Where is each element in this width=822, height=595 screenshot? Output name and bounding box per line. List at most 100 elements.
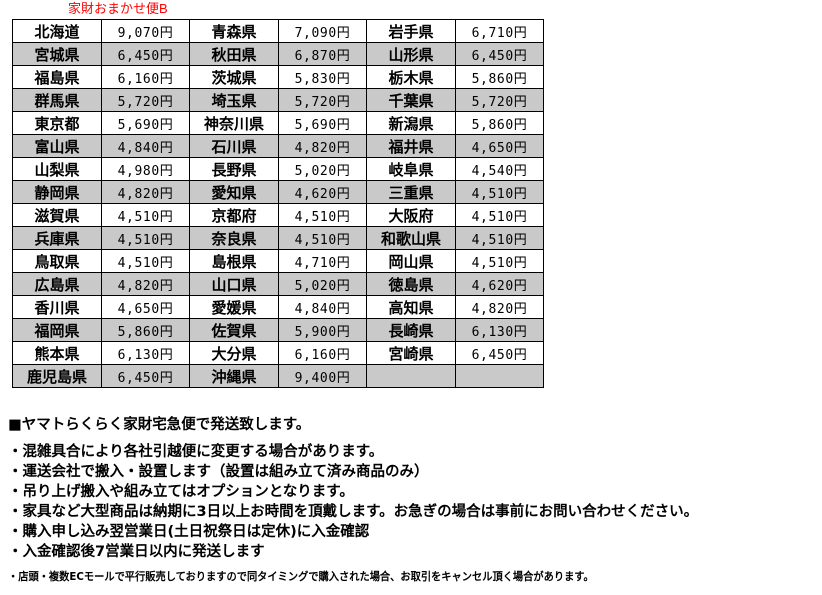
price-cell: 5,720円 [101, 88, 190, 112]
note-fine-print: ・店頭・複数ECモールで平行販売しておりますので同タイミングで購入された場合、お… [8, 570, 594, 583]
notes-section: ■ヤマトらくらく家財宅急便で発送致します。 ・混雑具合により各社引越便に変更する… [8, 415, 814, 585]
price-cell: 4,510円 [455, 203, 544, 227]
price-cell: 4,620円 [455, 272, 544, 296]
note-line-3: ・吊り上げ搬入や組み立てはオプションとなります。 [8, 484, 354, 500]
prefecture-cell: 北海道 [12, 19, 102, 43]
prefecture-cell: 宮城県 [12, 42, 102, 66]
prefecture-cell: 石川県 [189, 134, 279, 158]
price-cell: 7,090円 [278, 19, 367, 43]
price-cell: 4,510円 [455, 249, 544, 273]
prefecture-cell: 福井県 [366, 134, 456, 158]
price-cell: 4,820円 [101, 180, 190, 204]
prefecture-cell: 鳥取県 [12, 249, 102, 273]
prefecture-cell: 愛知県 [189, 180, 279, 204]
table-row: 静岡県 4,820円 愛知県 4,620円 三重県 4,510円 [12, 180, 544, 204]
note-line-4: ・家具など大型商品は納期に3日以上お時間を頂戴します。お急ぎの場合は事前にお問い… [8, 504, 699, 520]
prefecture-cell: 長崎県 [366, 318, 456, 342]
prefecture-cell: 山梨県 [12, 157, 102, 181]
prefecture-cell: 埼玉県 [189, 88, 279, 112]
prefecture-cell: 徳島県 [366, 272, 456, 296]
price-cell: 5,830円 [278, 65, 367, 89]
price-cell: 6,450円 [101, 42, 190, 66]
price-cell: 9,400円 [278, 364, 367, 388]
table-row: 兵庫県 4,510円 奈良県 4,510円 和歌山県 4,510円 [12, 226, 544, 250]
price-cell: 9,070円 [101, 19, 190, 43]
table-row: 熊本県 6,130円 大分県 6,160円 宮崎県 6,450円 [12, 341, 544, 365]
price-cell: 5,690円 [101, 111, 190, 135]
prefecture-cell: 沖縄県 [189, 364, 279, 388]
price-cell: 4,620円 [278, 180, 367, 204]
price-cell: 5,690円 [278, 111, 367, 135]
price-cell: 4,510円 [101, 226, 190, 250]
prefecture-cell: 和歌山県 [366, 226, 456, 250]
prefecture-cell: 東京都 [12, 111, 102, 135]
prefecture-cell: 大分県 [189, 341, 279, 365]
table-row: 福島県 6,160円 茨城県 5,830円 栃木県 5,860円 [12, 65, 544, 89]
price-cell: 5,020円 [278, 157, 367, 181]
price-cell: 4,510円 [455, 180, 544, 204]
table-body: 北海道 9,070円 青森県 7,090円 岩手県 6,710円 宮城県 6,450円 秋田県 6… [12, 19, 544, 388]
note-line-2: ・運送会社で搬入・設置します（設置は組み立て済み商品のみ） [8, 464, 429, 480]
table-row: 北海道 9,070円 青森県 7,090円 岩手県 6,710円 [12, 19, 544, 43]
price-cell: 4,650円 [101, 295, 190, 319]
prefecture-cell: 滋賀県 [12, 203, 102, 227]
prefecture-cell: 長野県 [189, 157, 279, 181]
prefecture-cell: 奈良県 [189, 226, 279, 250]
price-cell: 5,720円 [455, 88, 544, 112]
prefecture-cell: 栃木県 [366, 65, 456, 89]
price-cell [455, 364, 544, 388]
prefecture-cell: 兵庫県 [12, 226, 102, 250]
table-row: 鳥取県 4,510円 島根県 4,710円 岡山県 4,510円 [12, 249, 544, 273]
prefecture-cell: 三重県 [366, 180, 456, 204]
table-row: 群馬県 5,720円 埼玉県 5,720円 千葉県 5,720円 [12, 88, 544, 112]
prefecture-cell: 香川県 [12, 295, 102, 319]
price-cell: 6,160円 [101, 65, 190, 89]
prefecture-cell: 秋田県 [189, 42, 279, 66]
note-line-5: ・購入申し込み翌営業日(土日祝祭日は定休)に入金確認 [8, 524, 370, 540]
price-cell: 4,840円 [101, 134, 190, 158]
price-cell: 5,860円 [101, 318, 190, 342]
prefecture-cell: 京都府 [189, 203, 279, 227]
price-cell: 6,450円 [455, 42, 544, 66]
price-cell: 6,870円 [278, 42, 367, 66]
price-cell: 4,540円 [455, 157, 544, 181]
prefecture-cell: 岐阜県 [366, 157, 456, 181]
price-cell: 4,510円 [455, 226, 544, 250]
price-cell: 4,820円 [455, 295, 544, 319]
prefecture-cell: 山形県 [366, 42, 456, 66]
prefecture-cell: 広島県 [12, 272, 102, 296]
page-title: 家財おまかせ便B [68, 1, 168, 16]
prefecture-cell: 茨城県 [189, 65, 279, 89]
prefecture-cell: 山口県 [189, 272, 279, 296]
price-cell: 4,510円 [101, 203, 190, 227]
price-cell: 4,510円 [278, 203, 367, 227]
prefecture-cell [366, 364, 456, 388]
price-cell: 4,650円 [455, 134, 544, 158]
price-cell: 4,820円 [101, 272, 190, 296]
table-row: 鹿児島県 6,450円 沖縄県 9,400円 [12, 364, 544, 388]
prefecture-cell: 岩手県 [366, 19, 456, 43]
prefecture-cell: 青森県 [189, 19, 279, 43]
prefecture-cell: 宮崎県 [366, 341, 456, 365]
table-row: 広島県 4,820円 山口県 5,020円 徳島県 4,620円 [12, 272, 544, 296]
price-cell: 4,840円 [278, 295, 367, 319]
shipping-fee-table: 北海道 9,070円 青森県 7,090円 岩手県 6,710円 宮城県 6,450円 秋田県 6… [12, 19, 544, 388]
prefecture-cell: 高知県 [366, 295, 456, 319]
table-row: 滋賀県 4,510円 京都府 4,510円 大阪府 4,510円 [12, 203, 544, 227]
price-cell: 6,450円 [101, 364, 190, 388]
price-cell: 5,720円 [278, 88, 367, 112]
price-cell: 5,860円 [455, 111, 544, 135]
table-row: 福岡県 5,860円 佐賀県 5,900円 長崎県 6,130円 [12, 318, 544, 342]
table-row: 香川県 4,650円 愛媛県 4,840円 高知県 4,820円 [12, 295, 544, 319]
price-cell: 6,130円 [455, 318, 544, 342]
table-row: 富山県 4,840円 石川県 4,820円 福井県 4,650円 [12, 134, 544, 158]
prefecture-cell: 富山県 [12, 134, 102, 158]
prefecture-cell: 鹿児島県 [12, 364, 102, 388]
price-cell: 4,710円 [278, 249, 367, 273]
price-cell: 6,130円 [101, 341, 190, 365]
price-cell: 5,860円 [455, 65, 544, 89]
price-cell: 6,160円 [278, 341, 367, 365]
prefecture-cell: 神奈川県 [189, 111, 279, 135]
prefecture-cell: 新潟県 [366, 111, 456, 135]
note-line-1: ・混雑具合により各社引越便に変更する場合があります。 [8, 444, 384, 460]
